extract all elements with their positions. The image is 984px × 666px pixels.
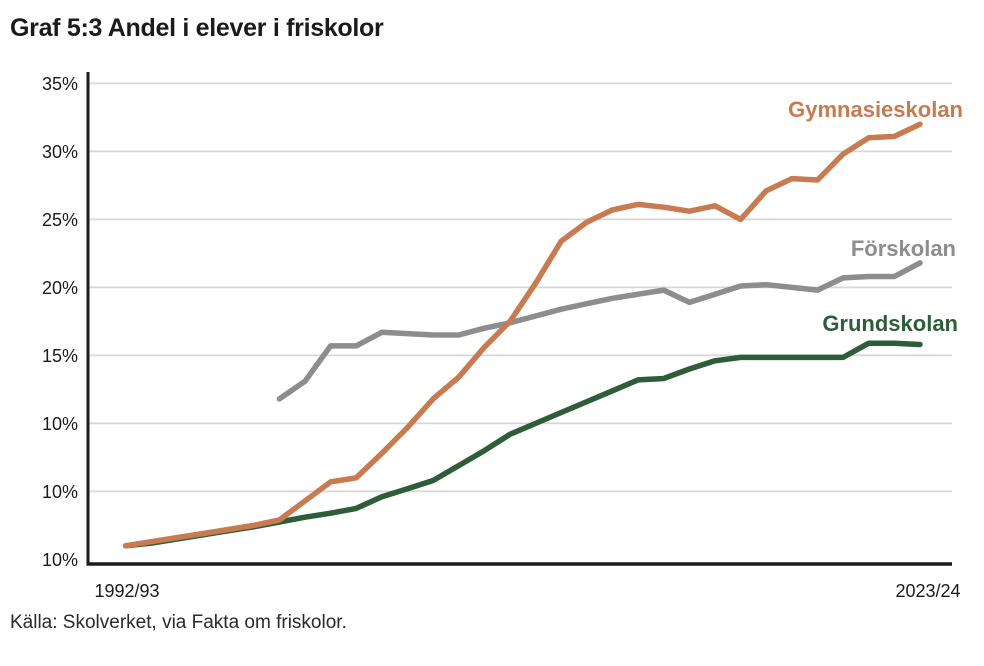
y-tick-label: 10% <box>42 482 78 502</box>
y-tick-label: 10% <box>42 414 78 434</box>
y-tick-label: 25% <box>42 210 78 230</box>
series-line-gymnasieskolan <box>122 121 923 549</box>
y-tick-label: 10% <box>42 550 78 570</box>
y-tick-label: 30% <box>42 142 78 162</box>
series-label-förskolan: Förskolan <box>851 236 956 261</box>
source-note: Källa: Skolverket, via Fakta om friskolo… <box>10 612 347 633</box>
chart-title: Graf 5:3 Andel i elever i friskolor <box>10 14 384 42</box>
y-tick-label: 35% <box>42 74 78 94</box>
y-tick-label: 15% <box>42 346 78 366</box>
y-tick-label: 20% <box>42 278 78 298</box>
x-tick-label-first: 1992/93 <box>94 581 159 601</box>
series-label-gymnasieskolan: Gymnasieskolan <box>788 97 963 122</box>
series-label-grundskolan: Grundskolan <box>822 311 958 336</box>
x-tick-label-last: 2023/24 <box>895 581 960 601</box>
series-line-förskolan <box>276 260 923 402</box>
series-line-grundskolan <box>122 340 923 549</box>
